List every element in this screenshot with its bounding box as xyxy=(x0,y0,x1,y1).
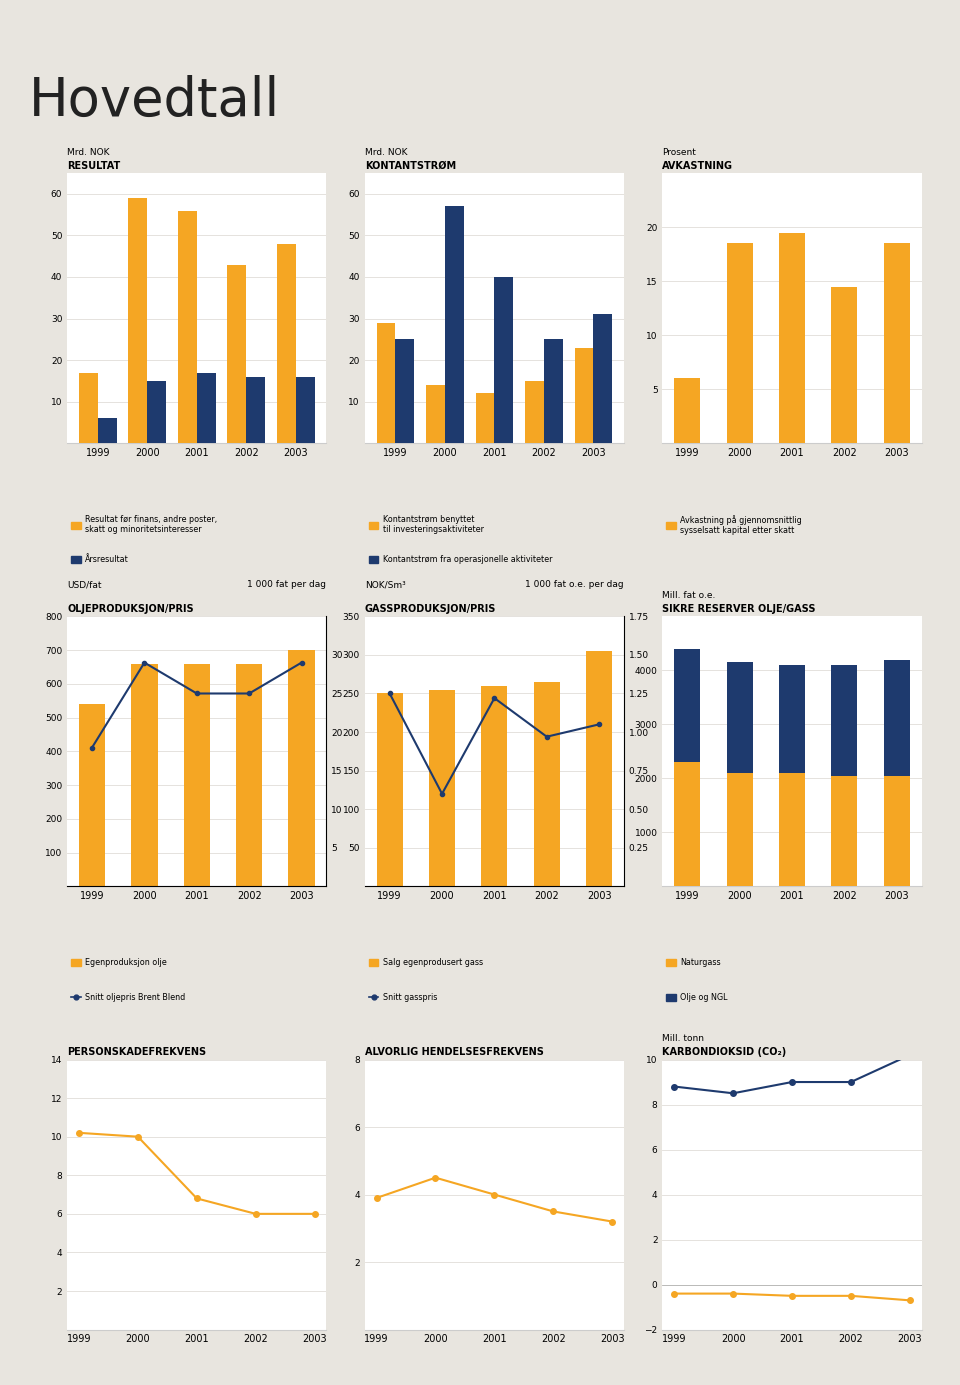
Bar xyxy=(727,244,753,443)
Legend: Kontantstrøm fra operasjonelle aktiviteter: Kontantstrøm fra operasjonelle aktivitet… xyxy=(369,555,552,564)
Legend: Snitt gasspris: Snitt gasspris xyxy=(369,993,437,1003)
Bar xyxy=(288,650,315,886)
Bar xyxy=(396,339,414,443)
Text: KONTANTSTRØM: KONTANTSTRØM xyxy=(365,161,456,170)
Bar xyxy=(525,381,544,443)
Bar xyxy=(727,773,753,886)
Text: NOK/Sm³: NOK/Sm³ xyxy=(365,580,405,590)
Bar xyxy=(831,287,857,443)
Bar xyxy=(132,663,157,886)
Bar xyxy=(883,776,910,886)
Text: SIKRE RESERVER OLJE/GASS: SIKRE RESERVER OLJE/GASS xyxy=(662,604,816,614)
Bar xyxy=(429,690,455,886)
Text: ALVORLIG HENDELSESFREKVENS: ALVORLIG HENDELSESFREKVENS xyxy=(365,1047,543,1057)
Bar xyxy=(475,393,494,443)
Text: Hovedtall: Hovedtall xyxy=(29,75,280,127)
Text: RESULTAT: RESULTAT xyxy=(67,161,120,170)
Bar xyxy=(674,378,701,443)
Bar xyxy=(779,773,805,886)
Bar xyxy=(494,277,514,443)
Bar xyxy=(376,323,396,443)
Text: GASSPRODUKSJON/PRIS: GASSPRODUKSJON/PRIS xyxy=(365,604,496,614)
Bar xyxy=(544,339,563,443)
Text: Mrd. NOK: Mrd. NOK xyxy=(365,148,407,157)
Text: AVKASTNING: AVKASTNING xyxy=(662,161,733,170)
Bar xyxy=(247,377,265,443)
Bar xyxy=(779,233,805,443)
Legend: Årsresultat: Årsresultat xyxy=(71,555,129,564)
Bar xyxy=(426,385,444,443)
Bar xyxy=(236,663,262,886)
Bar xyxy=(586,651,612,886)
Bar xyxy=(79,704,106,886)
Bar xyxy=(779,665,805,773)
Bar xyxy=(98,418,116,443)
Text: USD/fat: USD/fat xyxy=(67,580,102,590)
Bar xyxy=(183,663,210,886)
Bar xyxy=(129,198,147,443)
Text: KARBONDIOKSID (CO₂): KARBONDIOKSID (CO₂) xyxy=(662,1047,786,1057)
Bar xyxy=(727,662,753,773)
Text: 1 000 fat per dag: 1 000 fat per dag xyxy=(248,580,326,590)
Bar xyxy=(593,314,612,443)
Bar xyxy=(228,265,247,443)
Text: Prosent: Prosent xyxy=(662,148,696,157)
Text: OLJEPRODUKSJON/PRIS: OLJEPRODUKSJON/PRIS xyxy=(67,604,194,614)
Bar xyxy=(178,211,197,443)
Text: PERSONSKADEFREKVENS: PERSONSKADEFREKVENS xyxy=(67,1047,206,1057)
Bar xyxy=(197,373,216,443)
Bar xyxy=(277,244,296,443)
Bar xyxy=(883,244,910,443)
Bar xyxy=(296,377,315,443)
Legend: Snitt oljepris Brent Blend: Snitt oljepris Brent Blend xyxy=(71,993,185,1003)
Bar xyxy=(444,206,464,443)
Bar xyxy=(883,659,910,776)
Bar xyxy=(147,381,166,443)
Bar xyxy=(831,665,857,776)
Legend: Olje og NGL: Olje og NGL xyxy=(666,993,728,1003)
Text: Mill. tonn: Mill. tonn xyxy=(662,1035,705,1043)
Bar xyxy=(376,694,403,886)
Bar xyxy=(481,686,508,886)
Text: Mill. fat o.e.: Mill. fat o.e. xyxy=(662,591,716,600)
Bar xyxy=(674,762,701,886)
Text: Mrd. NOK: Mrd. NOK xyxy=(67,148,109,157)
Bar xyxy=(674,648,701,762)
Legend: Avkastning på gjennomsnittlig
sysselsatt kapital etter skatt: Avkastning på gjennomsnittlig sysselsatt… xyxy=(666,515,802,535)
Bar xyxy=(79,373,98,443)
Bar xyxy=(575,348,593,443)
Bar xyxy=(831,776,857,886)
Bar xyxy=(534,681,560,886)
Text: 1 000 fat o.e. per dag: 1 000 fat o.e. per dag xyxy=(525,580,624,590)
